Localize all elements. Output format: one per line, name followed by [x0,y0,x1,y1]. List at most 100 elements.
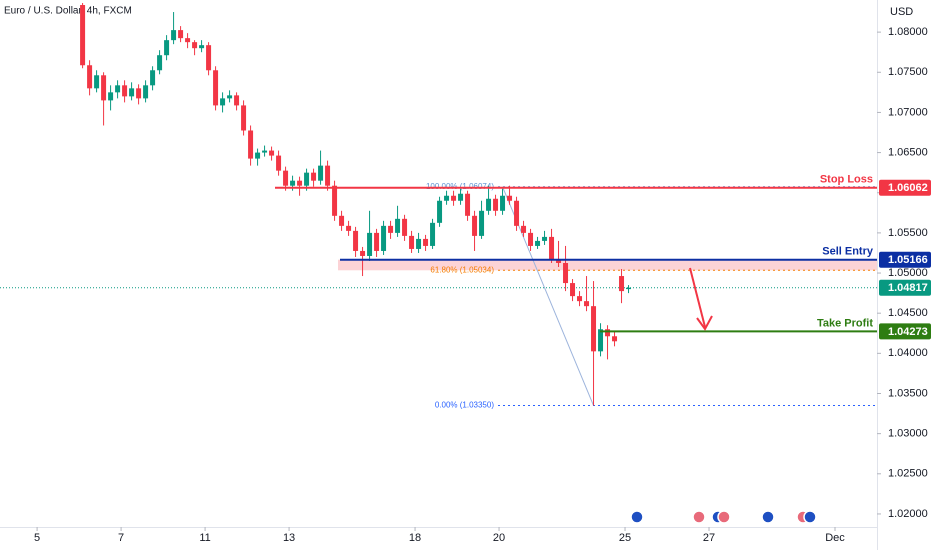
candle-body [339,215,345,226]
candle-body [612,336,618,342]
candle-body [227,95,233,99]
sell-zone [338,259,877,271]
x-tick-label: Dec [825,532,845,544]
y-tick-label: 1.03000 [888,428,928,440]
candle-body [514,200,520,226]
candle-body [80,5,86,66]
x-tick-label: 7 [118,532,124,544]
candle-body [409,235,415,249]
candle-body [416,238,422,249]
candle-body [185,38,191,43]
candle-body [437,200,443,223]
y-tick-label: 1.06500 [888,146,928,158]
x-tick-label: 20 [493,532,505,544]
candle-body [465,193,471,216]
candle-body [423,238,429,246]
candle-body [507,195,513,201]
candle-body [549,236,555,259]
candle-body [262,150,268,153]
candle-body [521,225,527,233]
candle-body [157,55,163,71]
y-tick-label: 1.05000 [888,267,928,279]
fib-label: 61.80% (1.05034) [430,265,494,274]
level-label: Take Profit [817,317,873,329]
candle-body [178,30,184,39]
candle-body [87,65,93,89]
candle-body [395,218,401,233]
candle-body [500,195,506,211]
x-tick-label: 27 [703,532,715,544]
candle-body [577,296,583,302]
y-tick-label: 1.04000 [888,347,928,359]
candle-body [430,222,436,246]
chart-title: Euro / U.S. Dollar, 4h, FXCM [4,6,132,17]
candle-body [346,225,352,231]
candle-body [241,105,247,131]
candle-body [143,85,149,99]
candle-body [290,180,296,186]
candle-body [486,198,492,211]
candle-body [311,172,317,181]
y-tick-label: 1.03500 [888,387,928,399]
candle-body [122,85,128,97]
candle-body [542,236,548,241]
arrow [689,267,706,328]
candle-body [325,165,331,186]
currency-label: USD [890,6,913,18]
candle-body [374,232,380,251]
plot: 1.080001.075001.070001.065001.060001.055… [0,3,928,544]
candle-body [94,75,100,89]
candle-body [150,70,156,86]
x-tick-label: 25 [619,532,631,544]
y-tick-label: 1.02000 [888,508,928,520]
candle-body [535,240,541,246]
x-tick-label: 18 [409,532,421,544]
event-icon[interactable] [761,510,775,524]
candle-body [584,301,590,307]
candle-body [129,88,135,97]
level-label: Stop Loss [820,174,873,186]
y-tick-label: 1.02500 [888,468,928,480]
x-tick-label: 11 [199,532,210,544]
candle-body [164,40,170,56]
event-icon[interactable] [630,510,644,524]
candle-body [101,75,107,101]
event-icon[interactable] [692,510,706,524]
candle-body [605,329,611,337]
price-tag [879,323,931,340]
event-icon[interactable] [803,510,817,524]
candle-body [353,230,359,251]
candle-body [283,170,289,186]
candle-body [234,95,240,106]
fib-label: 100.00% (1.06074) [426,182,494,191]
price-tag-label: 1.06062 [888,182,928,194]
candle-body [171,30,177,41]
candle-body [619,276,625,292]
candle-body [297,180,303,186]
candle-body [360,250,366,256]
candle-body [367,232,373,256]
candle-body [598,329,604,352]
candle-body [213,70,219,106]
candle-body [206,45,212,71]
candle-body [248,130,254,159]
candle-body [626,287,632,290]
candle-body [458,193,464,201]
candle-body [472,215,478,236]
candle-body [528,232,534,246]
candle-body [192,42,198,49]
candle-body [388,225,394,233]
event-icons [630,510,817,524]
candle-body [451,195,457,201]
price-tag-label: 1.04817 [888,282,928,294]
level-label: Sell Entry [822,246,874,258]
candle-body [136,88,142,99]
candle-body [304,172,310,186]
arrow-head [696,315,713,331]
event-icon[interactable] [717,510,731,524]
candle-body [276,155,282,171]
fib-label: 0.00% (1.03350) [435,401,494,410]
candle-body [479,210,485,236]
candle-body [591,306,597,352]
